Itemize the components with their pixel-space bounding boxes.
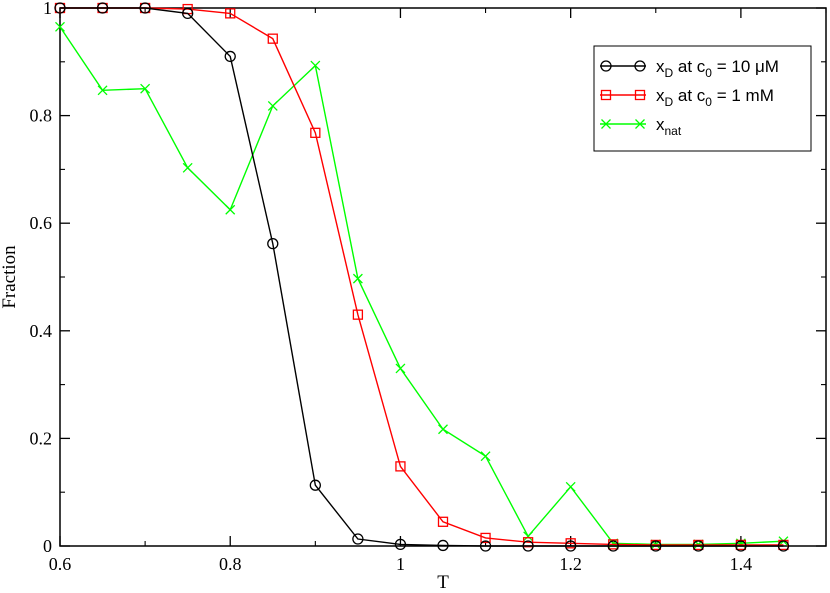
data-point (96, 2, 109, 14)
data-point (310, 60, 321, 71)
data-point (395, 461, 406, 472)
y-tick-label: 0.6 (30, 213, 53, 233)
series-line (60, 7, 784, 546)
data-point (310, 127, 321, 138)
x-tick-label: 1.2 (559, 554, 582, 574)
legend-marker (600, 89, 612, 101)
legend-box (593, 45, 812, 152)
data-point (438, 424, 448, 435)
x-tick-label: 0.8 (219, 554, 242, 574)
data-point (735, 540, 747, 552)
legend-text-part: at c (673, 57, 706, 76)
data-point (480, 451, 491, 462)
data-point (139, 2, 151, 14)
y-tick-label: 1 (43, 0, 52, 18)
data-point (607, 540, 619, 552)
data-point (182, 162, 193, 173)
legend-label: xD at c0 = 10 μM (656, 57, 779, 80)
legend-label: xD at c0 = 1 mM (656, 86, 774, 109)
data-point (140, 83, 151, 94)
legend-marker (635, 119, 645, 129)
x-tick-label: 1 (396, 554, 405, 574)
data-point (352, 309, 364, 320)
legend-text-part: x (656, 57, 665, 76)
series-circle (54, 2, 790, 552)
axis-ticks: 0.6 0.8 1 1.2 1.4 0 0.2 0.4 0.6 0.8 1 (30, 0, 827, 574)
y-tick-label: 0 (43, 536, 52, 556)
legend-subscript: nat (665, 124, 682, 138)
legend-text-part: x (656, 115, 665, 134)
data-point (55, 21, 65, 32)
legend-text-part: = 10 μM (712, 57, 779, 76)
data-point (565, 540, 577, 552)
legend-text-part: = 1 mM (712, 86, 774, 105)
x-tick-label: 1.4 (730, 554, 753, 574)
data-point (692, 540, 704, 552)
data-point (97, 85, 108, 96)
legend-label: xnat (656, 115, 682, 138)
legend-marker (634, 60, 646, 72)
legend-marker (634, 89, 646, 101)
series-line (60, 7, 784, 547)
data-point (394, 538, 407, 551)
data-point (522, 537, 534, 548)
data-point (182, 7, 194, 20)
x-tick-label: 0.6 (49, 554, 72, 574)
data-point (565, 481, 576, 492)
data-point (352, 273, 363, 284)
y-tick-label: 0.4 (30, 321, 53, 341)
data-point (479, 540, 492, 552)
y-tick-label: 0.2 (30, 428, 53, 448)
data-point (437, 516, 449, 527)
data-point (395, 363, 406, 374)
legend-subscript: D (665, 66, 674, 80)
legend-subscript: 0 (705, 66, 712, 80)
data-point (309, 479, 321, 491)
data-point (54, 2, 66, 14)
series-layer (54, 2, 790, 552)
y-axis-title: Fraction (0, 245, 20, 309)
data-point (267, 100, 278, 111)
data-point (225, 204, 236, 215)
x-axis-title: T (437, 572, 449, 593)
data-point (267, 237, 279, 250)
y-tick-label: 0.8 (30, 106, 53, 126)
data-point (522, 540, 534, 552)
data-point (437, 539, 449, 552)
legend-text-part: at c (673, 86, 706, 105)
data-point (224, 50, 236, 63)
data-point (650, 540, 662, 552)
legend-marker (601, 119, 611, 129)
legend-text-part: x (656, 86, 665, 105)
legend-marker (600, 60, 612, 72)
legend-subscript: 0 (705, 95, 712, 109)
legend-subscript: D (665, 95, 674, 109)
data-point (352, 533, 364, 545)
data-point (267, 33, 278, 44)
data-point (480, 532, 491, 544)
data-point (225, 8, 236, 19)
data-point (523, 531, 534, 542)
data-point (777, 540, 790, 552)
